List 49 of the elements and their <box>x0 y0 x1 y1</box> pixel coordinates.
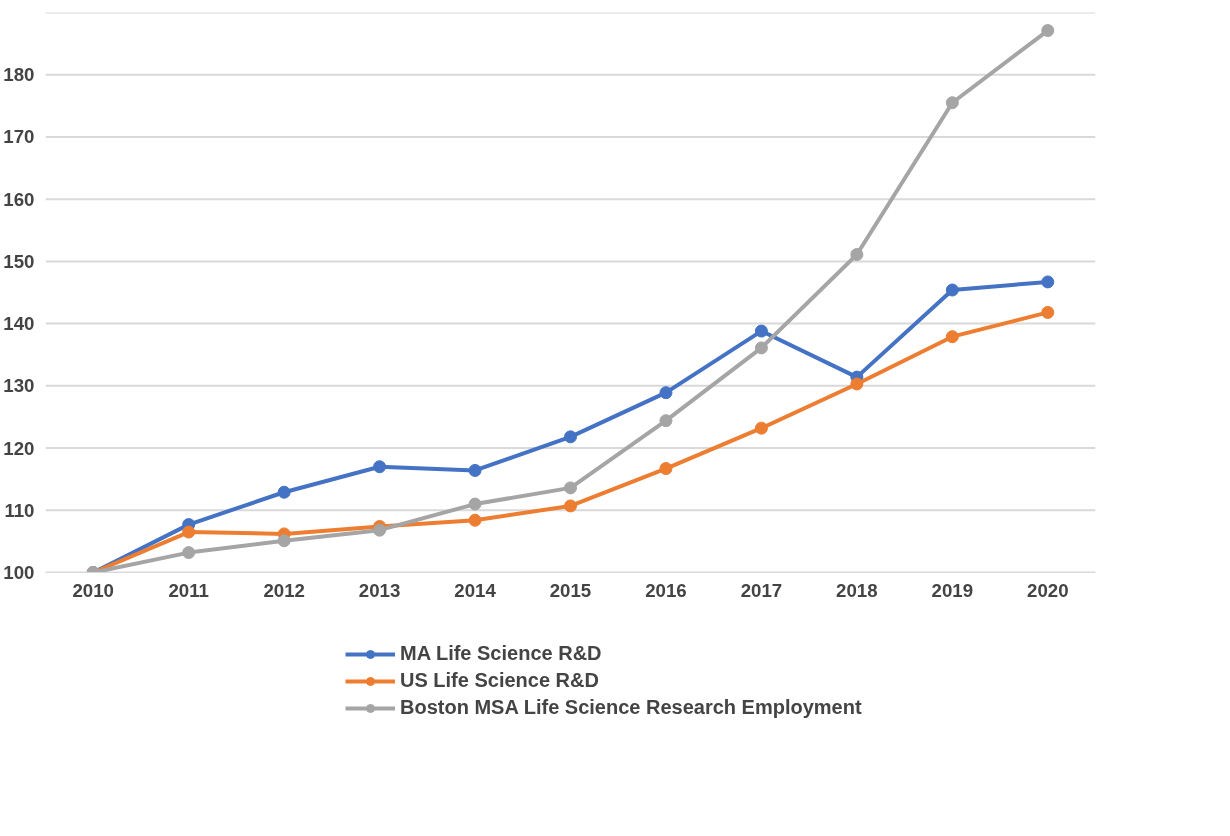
point <box>850 248 864 262</box>
point <box>659 414 673 428</box>
legend-label: Boston MSA Life Science Research Employment <box>400 696 862 719</box>
x-tick-label: 2011 <box>168 579 209 601</box>
y-tick-label: 100 <box>3 562 35 583</box>
y-tick-label: 110 <box>4 499 35 521</box>
point <box>945 96 959 110</box>
point <box>468 497 482 511</box>
point <box>277 485 291 499</box>
x-tick-label: 2010 <box>72 579 114 601</box>
point <box>564 430 577 444</box>
point <box>277 534 291 548</box>
point <box>564 499 577 513</box>
point <box>1041 24 1055 38</box>
x-tick-label: 2016 <box>645 579 687 601</box>
y-tick-label: 130 <box>3 375 35 397</box>
y-tick-label: 140 <box>3 313 35 335</box>
point <box>373 523 387 537</box>
point <box>564 481 577 495</box>
x-tick-label: 2017 <box>740 579 783 601</box>
point <box>850 377 864 391</box>
y-tick-label: 180 <box>3 64 35 86</box>
y-tick-label: 120 <box>3 437 35 459</box>
point <box>754 341 768 355</box>
y-tick-label: 160 <box>3 188 35 210</box>
point <box>754 324 768 338</box>
y-tick-label: 170 <box>3 126 35 148</box>
legend-label: MA Life Science R&D <box>400 642 602 665</box>
point <box>945 283 959 297</box>
point <box>373 460 387 474</box>
point <box>945 330 959 344</box>
point <box>659 462 673 476</box>
point <box>182 546 196 560</box>
x-tick-label: 2020 <box>1027 579 1069 601</box>
x-tick-label: 2015 <box>549 579 592 601</box>
point <box>754 421 768 435</box>
x-tick-label: 2018 <box>836 579 878 601</box>
point <box>1041 275 1055 289</box>
x-tick-label: 2012 <box>263 579 305 601</box>
point <box>468 463 482 477</box>
point <box>1041 305 1055 319</box>
x-tick-label: 2014 <box>454 579 497 601</box>
point <box>182 525 196 539</box>
x-tick-label: 2013 <box>358 579 401 601</box>
point <box>659 386 673 400</box>
y-tick-label: 150 <box>3 250 35 272</box>
legend-label: US Life Science R&D <box>400 669 599 692</box>
x-tick-label: 2019 <box>931 579 974 601</box>
point <box>468 513 482 527</box>
